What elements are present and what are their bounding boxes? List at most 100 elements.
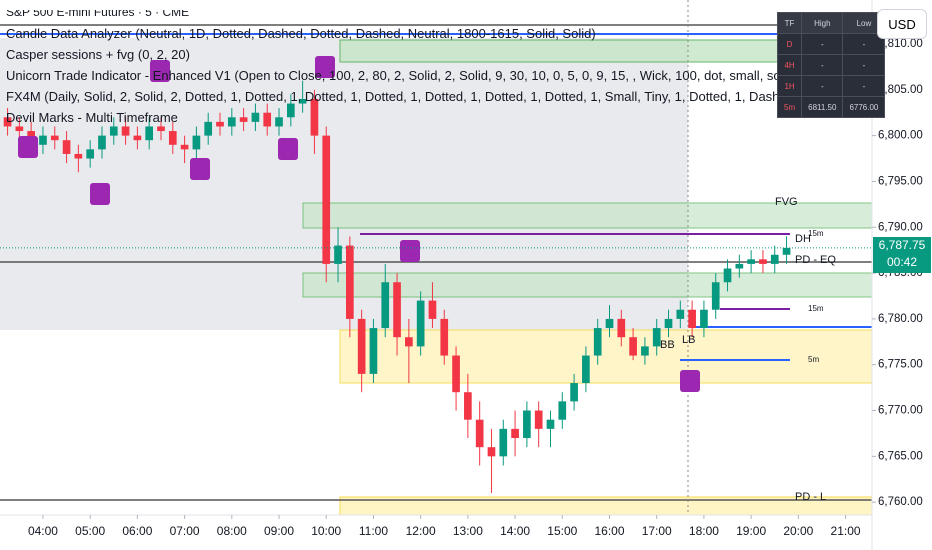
candle-body (617, 318, 626, 338)
x-tick-label: 20:00 (783, 524, 813, 538)
candle-body (334, 245, 342, 264)
table-cell: 4H (776, 54, 803, 76)
level-label: DH (795, 233, 811, 245)
candle-body (322, 135, 331, 264)
table-cell: 5m (776, 96, 803, 118)
y-tick-label: 6,790.00 (878, 221, 923, 233)
x-tick-label: 12:00 (406, 524, 436, 538)
level-label: FVG (775, 196, 798, 208)
candle-body (98, 135, 106, 150)
marker-icon (90, 183, 110, 205)
candle-body (664, 318, 673, 329)
candle-body (62, 140, 71, 154)
candle-body (216, 121, 224, 127)
x-tick-label: 13:00 (453, 524, 483, 538)
x-tick-label: 11:00 (359, 524, 388, 538)
candle-body (735, 263, 744, 269)
table-header-row: TF High Low (776, 12, 886, 34)
y-tick-label: 6,800.00 (878, 130, 923, 142)
candles (3, 80, 791, 494)
marker-icon (278, 138, 298, 160)
marker-icon (400, 240, 420, 262)
candle-body (381, 282, 390, 329)
candle-body (605, 318, 614, 329)
pd-zone (339, 329, 873, 384)
candle-body (298, 98, 307, 104)
candle-body (676, 309, 685, 319)
candle-body (3, 117, 12, 127)
candle-body (770, 254, 779, 264)
indicator-legend: S&P 500 E-mini Futures · 5 · CME Candle … (6, 10, 866, 128)
indicator-line: FX4M (Daily, Solid, 2, Solid, 2, Dotted,… (6, 89, 866, 104)
candle-body (499, 428, 508, 457)
candle-body (204, 121, 213, 136)
marker-icon (680, 370, 700, 392)
indicator-line: Casper sessions + fvg (0, 2, 20) (6, 47, 190, 62)
candle-body (357, 318, 366, 374)
candle-body (369, 328, 378, 374)
x-tick-label: 05:00 (75, 524, 105, 538)
candle-body (523, 410, 531, 439)
y-tick-label: 6,810.00 (878, 38, 923, 50)
currency-button[interactable]: USD (877, 9, 927, 39)
candle-body (747, 259, 755, 264)
candle-body (582, 355, 590, 384)
level-label: PD - EQ (795, 254, 836, 266)
x-tick-label: 17:00 (642, 524, 672, 538)
candle-body (145, 126, 154, 141)
candle-body (487, 447, 496, 457)
table-cell: D (776, 33, 803, 55)
table-cell: - (801, 75, 844, 97)
x-tick-label: 06:00 (122, 524, 152, 538)
candle-body (286, 103, 295, 118)
indicator-line: Unicorn Trade Indicator - Enhanced V1 (O… (6, 68, 866, 83)
y-tick-label: 6,795.00 (878, 175, 923, 187)
candle-body (180, 144, 189, 150)
level-label: 5m (808, 355, 819, 364)
x-tick-label: 10:00 (311, 524, 341, 538)
candle-body (723, 268, 732, 283)
table-row: 4H - - (776, 54, 886, 76)
y-tick-label: 6,765.00 (878, 450, 923, 462)
x-tick-label: 08:00 (217, 524, 247, 538)
candle-body (652, 328, 661, 347)
marker-icon (150, 60, 170, 82)
level-label: 15m (808, 229, 824, 238)
marker-icon (18, 136, 38, 158)
candle-body (711, 282, 720, 310)
table-cell: 1H (776, 75, 803, 97)
candle-body (86, 149, 95, 159)
candle-body (192, 135, 201, 150)
candle-body (593, 328, 602, 356)
bar-countdown: 00:42 (886, 254, 918, 269)
level-label: PD - L (795, 491, 826, 503)
table-cell: 6811.50 (801, 96, 844, 118)
candle-body (227, 117, 236, 127)
box-label: BB (660, 339, 675, 351)
indicator-line: Candle Data Analyzer (Neutral, 1D, Dotte… (6, 26, 596, 41)
table-row: 1H - - (776, 75, 886, 97)
x-tick-label: 15:00 (547, 524, 577, 538)
candle-body (700, 309, 708, 329)
candle-body (428, 300, 437, 319)
box-label: LB (682, 334, 695, 346)
x-tick-label: 09:00 (264, 524, 294, 538)
x-tick-label: 16:00 (594, 524, 624, 538)
y-tick-label: 6,780.00 (878, 313, 923, 325)
table-cell: - (842, 54, 886, 76)
table-cell: - (801, 33, 844, 55)
table-header-cell: High (801, 12, 844, 34)
candle-body (109, 126, 118, 136)
last-price-tag: 6,787.75 00:42 (873, 236, 931, 273)
candle-body (346, 245, 354, 319)
candle-body (688, 309, 696, 329)
last-price: 6,787.75 (878, 237, 926, 252)
candle-body (275, 117, 283, 127)
candle-body (546, 419, 555, 429)
indicator-line: Devil Marks - Multi Timeframe (6, 110, 178, 125)
candle-body (534, 410, 543, 429)
table-cell: - (801, 54, 844, 76)
candle-body (759, 259, 767, 264)
